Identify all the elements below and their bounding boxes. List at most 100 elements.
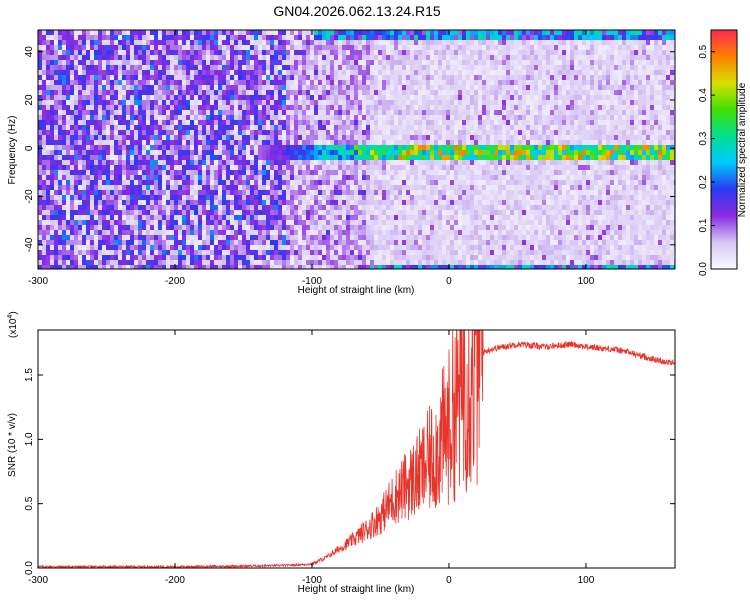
spectrogram-cell: [106, 140, 110, 145]
spectrogram-cell: [174, 130, 178, 135]
spectrogram-cell: [98, 105, 102, 110]
spectrogram-cell: [378, 65, 382, 70]
spectrogram-cell: [38, 150, 42, 155]
spectrogram-cell: [370, 190, 374, 195]
spectrogram-cell: [66, 105, 70, 110]
spectrogram-cell: [242, 215, 246, 220]
spectrogram-cell: [450, 240, 454, 245]
spectrogram-cell: [150, 135, 154, 140]
spectrogram-cell: [310, 150, 314, 155]
spectrogram-cell: [330, 115, 334, 120]
spectrogram-cell: [82, 175, 86, 180]
spectrogram-cell: [338, 100, 342, 105]
spectrogram-cell: [142, 215, 146, 220]
spectrogram-cell: [142, 225, 146, 230]
spectrogram-cell: [126, 200, 130, 205]
spectrogram-cell: [122, 175, 126, 180]
spectrogram-cell: [186, 60, 190, 65]
spectrogram-cell: [218, 50, 222, 55]
spectrogram-cell: [174, 180, 178, 185]
spectrogram-cell: [214, 40, 218, 45]
spectrogram-cell: [250, 130, 254, 135]
spectrogram-cell: [78, 205, 82, 210]
spectrogram-cell: [386, 200, 390, 205]
spectrogram-cell: [202, 170, 206, 175]
spectrogram-cell: [150, 175, 154, 180]
spectrogram-cell: [174, 100, 178, 105]
spectrogram-cell: [430, 70, 434, 75]
spectrogram-cell: [66, 210, 70, 215]
spectrogram-cell: [242, 35, 246, 40]
spectrogram-cell: [226, 125, 230, 130]
spectrogram-cell: [42, 75, 46, 80]
spectrogram-cell: [142, 60, 146, 65]
spectrogram-cell: [398, 215, 402, 220]
spectrogram-cell: [250, 220, 254, 225]
spectrogram-cell: [118, 250, 122, 255]
spectrogram-cell: [430, 125, 434, 130]
spectrogram-cell: [114, 205, 118, 210]
spectrogram-cell: [42, 170, 46, 175]
spectrogram-cell: [438, 30, 442, 35]
spectrogram-cell: [438, 40, 442, 45]
spectrogram-cell: [390, 130, 394, 135]
spectrogram-cell: [342, 135, 346, 140]
spectrogram-cell: [258, 230, 262, 235]
spectrogram-cell: [242, 205, 246, 210]
spectrogram-cell: [246, 100, 250, 105]
spectrogram-cell: [130, 235, 134, 240]
spectrogram-cell: [138, 250, 142, 255]
spectrogram-cell: [158, 110, 162, 115]
spectrogram-cell: [266, 75, 270, 80]
spectrogram-cell: [230, 185, 234, 190]
spectrogram-cell: [114, 135, 118, 140]
spectrogram-cell: [70, 260, 74, 265]
spectrogram-cell: [342, 260, 346, 265]
spectrogram-cell: [386, 225, 390, 230]
spectrogram-cell: [314, 240, 318, 245]
spectrogram-cell: [218, 65, 222, 70]
spectrogram-cell: [54, 170, 58, 175]
spectrogram-cell: [246, 140, 250, 145]
spectrogram-cell: [118, 165, 122, 170]
spectrogram-cell: [314, 110, 318, 115]
spectrogram-cell: [322, 185, 326, 190]
spectrogram-cell: [354, 195, 358, 200]
spectrogram-cell: [390, 135, 394, 140]
spectrogram-cell: [302, 60, 306, 65]
spectrogram-cell: [162, 180, 166, 185]
spectrogram-cell: [170, 140, 174, 145]
spectrogram-cell: [218, 95, 222, 100]
spectrogram-cell: [434, 70, 438, 75]
spectrogram-cell: [390, 185, 394, 190]
spectrogram-cell: [442, 105, 446, 110]
spectrogram-cell: [98, 70, 102, 75]
spectrogram-cell: [314, 190, 318, 195]
spectrogram-cell: [174, 205, 178, 210]
spectrogram-cell: [166, 45, 170, 50]
spectrogram-cell: [90, 30, 94, 35]
spectrogram-cell: [218, 165, 222, 170]
spectrogram-cell: [322, 90, 326, 95]
spectrogram-cell: [162, 230, 166, 235]
spectrogram-cell: [390, 100, 394, 105]
spectrogram-cell: [262, 70, 266, 75]
spectrogram-cell: [102, 35, 106, 40]
spectrogram-cell: [270, 225, 274, 230]
spectrogram-cell: [386, 250, 390, 255]
spectrogram-cell: [406, 110, 410, 115]
spectrogram-cell: [282, 240, 286, 245]
spectrogram-cell: [450, 90, 454, 95]
spectrogram-cell: [146, 35, 150, 40]
spectrogram-cell: [342, 110, 346, 115]
spectrogram-cell: [310, 200, 314, 205]
spectrogram-cell: [334, 50, 338, 55]
spectrogram-cell: [274, 50, 278, 55]
spectrogram-cell: [178, 170, 182, 175]
spectrogram-cell: [374, 110, 378, 115]
spectrogram-cell: [154, 90, 158, 95]
spectrogram-cell: [186, 250, 190, 255]
spectrogram-cell: [446, 45, 450, 50]
spectrogram-cell: [102, 185, 106, 190]
spectrogram-cell: [234, 130, 238, 135]
